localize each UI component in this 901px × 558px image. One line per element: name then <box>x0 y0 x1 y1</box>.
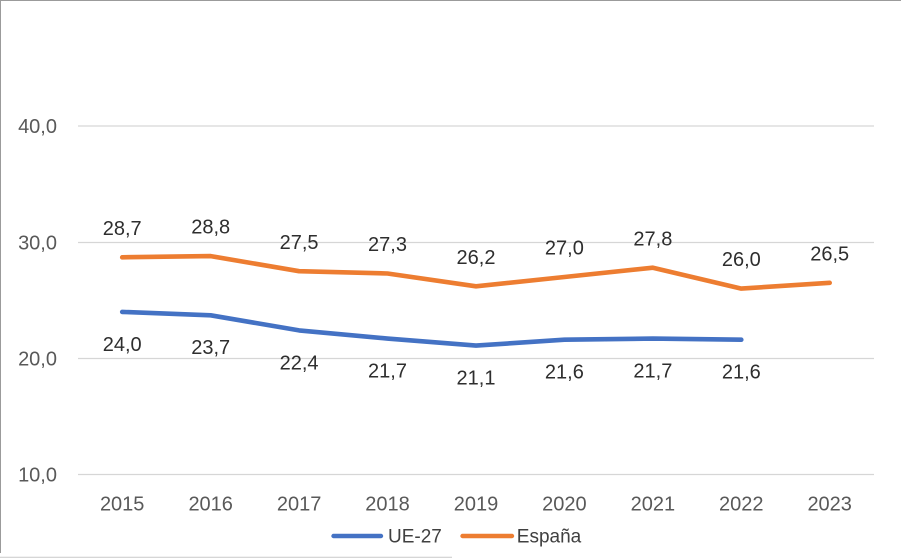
svg-text:21,6: 21,6 <box>722 362 761 384</box>
svg-text:21,7: 21,7 <box>368 361 407 383</box>
svg-text:21,7: 21,7 <box>633 361 672 383</box>
svg-text:27,5: 27,5 <box>280 232 319 254</box>
svg-text:26,0: 26,0 <box>722 249 761 271</box>
svg-text:26,5: 26,5 <box>810 243 849 265</box>
svg-text:2023: 2023 <box>807 494 852 516</box>
svg-text:UE-27: UE-27 <box>388 527 442 548</box>
svg-text:27,3: 27,3 <box>368 234 407 256</box>
svg-text:España: España <box>517 527 582 548</box>
svg-text:2018: 2018 <box>365 494 410 516</box>
svg-text:2022: 2022 <box>719 494 764 516</box>
svg-text:2016: 2016 <box>188 494 233 516</box>
svg-text:2015: 2015 <box>100 494 145 516</box>
svg-text:2020: 2020 <box>542 494 587 516</box>
svg-text:27,8: 27,8 <box>633 228 672 250</box>
svg-text:2019: 2019 <box>454 494 499 516</box>
svg-text:22,4: 22,4 <box>280 352 319 374</box>
svg-text:40,0: 40,0 <box>18 116 57 138</box>
svg-text:24,0: 24,0 <box>103 334 142 356</box>
svg-text:21,6: 21,6 <box>545 362 584 384</box>
svg-text:2017: 2017 <box>277 494 322 516</box>
svg-text:28,8: 28,8 <box>191 217 230 239</box>
svg-text:20,0: 20,0 <box>18 348 57 370</box>
svg-text:21,1: 21,1 <box>457 368 496 390</box>
svg-text:2021: 2021 <box>631 494 676 516</box>
svg-text:27,0: 27,0 <box>545 238 584 260</box>
svg-text:10,0: 10,0 <box>18 464 57 486</box>
svg-text:26,2: 26,2 <box>457 247 496 269</box>
svg-text:23,7: 23,7 <box>191 337 230 359</box>
svg-text:28,7: 28,7 <box>103 218 142 240</box>
svg-text:30,0: 30,0 <box>18 232 57 254</box>
